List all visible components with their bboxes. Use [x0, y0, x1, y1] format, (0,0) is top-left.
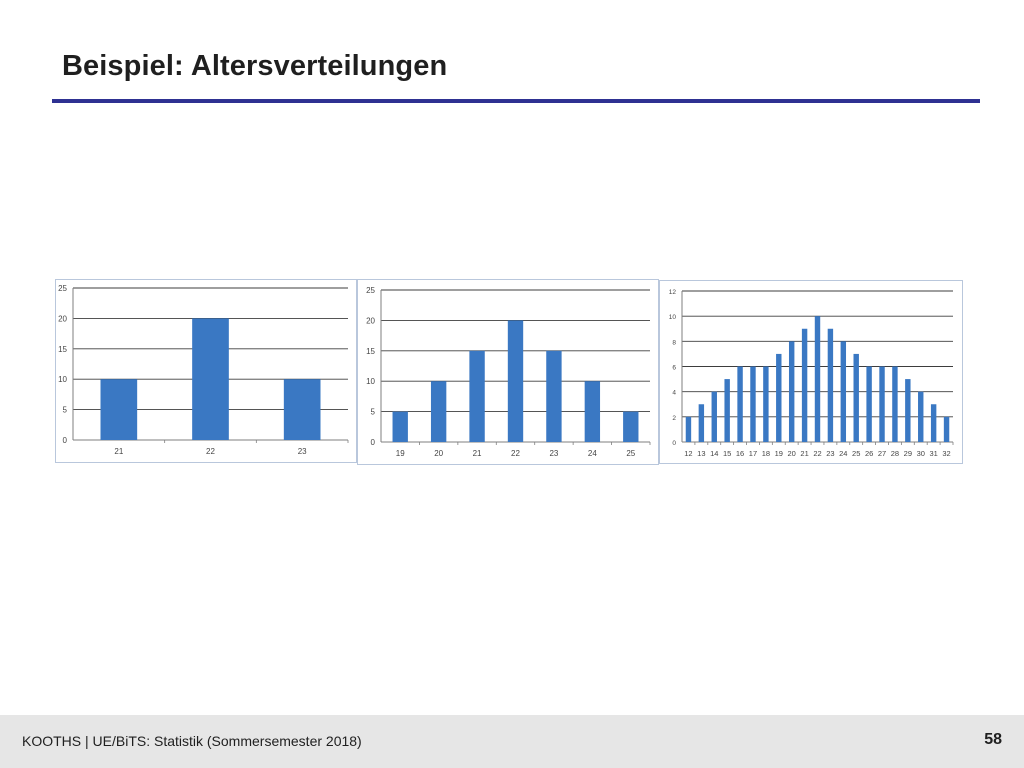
x-tick-label: 17: [749, 449, 757, 458]
bar: [469, 350, 485, 442]
bar: [879, 366, 885, 442]
y-tick-label: 2: [672, 415, 676, 422]
x-tick-label: 32: [942, 449, 950, 458]
bar: [853, 353, 859, 442]
x-tick-label: 26: [865, 449, 873, 458]
y-tick-label: 20: [366, 316, 375, 325]
y-tick-label: 0: [371, 438, 376, 447]
bar: [724, 379, 730, 442]
y-tick-label: 10: [366, 377, 375, 386]
bar: [814, 316, 821, 442]
bar: [750, 366, 756, 442]
x-tick-label: 27: [878, 449, 886, 458]
chart-2: 0 5 10 15 20 25 19 20 21 22 23 24 25: [357, 279, 659, 465]
bar: [943, 416, 950, 442]
x-tick-label: 19: [396, 449, 405, 458]
bar: [100, 379, 138, 440]
x-tick-label: 22: [813, 449, 821, 458]
y-tick-label: 5: [63, 406, 68, 415]
x-tick-label: 23: [826, 449, 834, 458]
y-tick-label: 12: [669, 289, 677, 296]
x-tick-label: 29: [904, 449, 912, 458]
bar: [776, 353, 782, 442]
x-tick-label: 22: [206, 447, 215, 456]
bar: [392, 411, 408, 442]
bar: [192, 318, 229, 440]
x-tick-label: 25: [626, 449, 635, 458]
x-tick-label: 21: [800, 449, 808, 458]
bar: [737, 366, 743, 442]
bar: [584, 381, 601, 442]
y-tick-label: 4: [672, 390, 676, 397]
x-tick-label: 31: [929, 449, 937, 458]
y-tick-label: 10: [58, 375, 67, 384]
y-tick-label: 20: [58, 314, 67, 323]
bar: [866, 366, 872, 442]
y-tick-label: 8: [672, 339, 676, 346]
bar: [840, 341, 847, 442]
bar: [788, 341, 795, 442]
y-tick-label: 6: [672, 365, 676, 372]
x-tick-label: 28: [891, 449, 899, 458]
bar: [827, 328, 834, 442]
x-tick-label: 16: [736, 449, 744, 458]
slide-title: Beispiel: Altersverteilungen: [62, 50, 448, 82]
chart-1-svg: 0 5 10 15 20 25 21 22 23: [58, 284, 349, 456]
x-tick-label: 18: [762, 449, 770, 458]
x-tick-label: 24: [588, 449, 597, 458]
bar: [698, 404, 705, 442]
y-tick-label: 0: [63, 436, 68, 445]
y-tick-label: 15: [58, 345, 67, 354]
x-tick-label: 19: [775, 449, 783, 458]
x-tick-label: 20: [434, 449, 443, 458]
x-tick-label: 25: [852, 449, 860, 458]
bar: [892, 366, 898, 442]
x-tick-label: 12: [684, 449, 692, 458]
bar: [711, 391, 717, 442]
x-tick-label: 21: [114, 447, 123, 456]
bar: [623, 411, 639, 442]
x-tick-label: 15: [723, 449, 731, 458]
bar: [430, 381, 447, 442]
page-number: 58: [984, 731, 1002, 748]
y-tick-label: 15: [366, 347, 375, 356]
footer-bar: KOOTHS | UE/BiTS: Statistik (Sommersemes…: [0, 715, 1024, 768]
bar: [918, 391, 924, 442]
bar: [283, 379, 321, 440]
bar: [930, 404, 937, 442]
chart-1: 0 5 10 15 20 25 21 22 23: [55, 279, 357, 463]
bar: [507, 320, 524, 442]
y-tick-label: 5: [371, 408, 376, 417]
x-tick-label: 21: [473, 449, 482, 458]
bar: [763, 366, 769, 442]
x-tick-label: 20: [788, 449, 796, 458]
y-tick-label: 25: [58, 284, 67, 293]
y-tick-label: 0: [672, 440, 676, 447]
bar: [685, 416, 692, 442]
x-tick-label: 13: [697, 449, 705, 458]
chart-3: 0 2 4 6 8 10 12 12 13 14 15 16 17 18 19 20 21 22 23 24 25 26 2…: [659, 280, 963, 464]
x-tick-label: 23: [549, 449, 558, 458]
x-tick-label: 30: [917, 449, 925, 458]
title-underline: [52, 99, 980, 103]
chart-2-svg: 0 5 10 15 20 25 19 20 21 22 23 24 25: [366, 286, 651, 458]
bar: [801, 328, 808, 442]
bar: [546, 350, 562, 442]
bar: [905, 379, 911, 442]
x-tick-label: 24: [839, 449, 847, 458]
x-tick-label: 14: [710, 449, 718, 458]
y-tick-label: 25: [366, 286, 375, 295]
x-tick-label: 22: [511, 449, 520, 458]
x-tick-label: 23: [298, 447, 307, 456]
footer-text: KOOTHS | UE/BiTS: Statistik (Sommersemes…: [22, 733, 362, 749]
y-tick-label: 10: [669, 314, 677, 321]
